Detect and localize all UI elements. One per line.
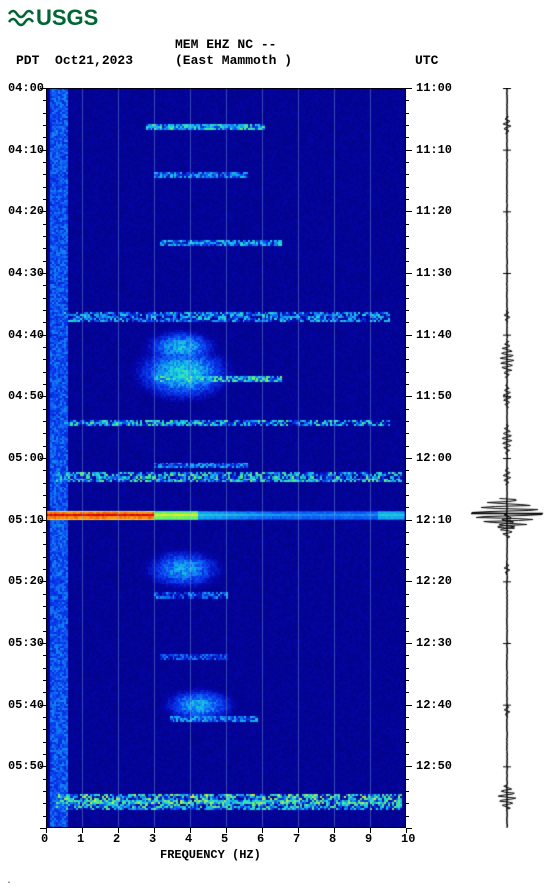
- y-right-tick: 11:00: [416, 81, 452, 95]
- x-tick: 3: [149, 832, 156, 846]
- x-tick: 0: [41, 832, 48, 846]
- y-left-tick: 04:00: [8, 81, 44, 95]
- y-left-tick: 05:30: [8, 636, 44, 650]
- logo-text: USGS: [36, 5, 98, 31]
- y-right-tick: 11:20: [416, 204, 452, 218]
- y-right-tick: 11:30: [416, 266, 452, 280]
- x-tick: 5: [221, 832, 228, 846]
- y-right-tick: 12:40: [416, 698, 452, 712]
- spectrogram-canvas: [46, 88, 406, 828]
- y-right-tick: 11:50: [416, 389, 452, 403]
- y-left-tick: 05:40: [8, 698, 44, 712]
- y-left-tick: 05:20: [8, 574, 44, 588]
- y-left-tick: 05:50: [8, 759, 44, 773]
- footer-mark: ·: [6, 878, 12, 889]
- x-tick: 10: [401, 832, 415, 846]
- station-line2: (East Mammoth ): [175, 53, 292, 68]
- y-right-tick: 12:30: [416, 636, 452, 650]
- header-left: PDT Oct21,2023: [16, 53, 133, 68]
- y-right-tick: 11:10: [416, 143, 452, 157]
- station-line1: MEM EHZ NC --: [175, 37, 276, 52]
- spectrogram-plot: [46, 88, 406, 828]
- y-right-tick: 12:10: [416, 513, 452, 527]
- x-axis-title: FREQUENCY (HZ): [160, 848, 261, 862]
- x-tick: 9: [365, 832, 372, 846]
- y-left-tick: 04:10: [8, 143, 44, 157]
- usgs-logo: USGS: [8, 5, 98, 31]
- y-left-tick: 04:50: [8, 389, 44, 403]
- y-left-tick: 05:10: [8, 513, 44, 527]
- x-tick: 7: [293, 832, 300, 846]
- x-tick: 2: [113, 832, 120, 846]
- y-right-tick: 11:40: [416, 328, 452, 342]
- y-left-tick: 04:20: [8, 204, 44, 218]
- y-left-tick: 04:40: [8, 328, 44, 342]
- y-axis-right: 11:0011:1011:2011:3011:4011:5012:0012:10…: [410, 88, 460, 828]
- x-tick: 8: [329, 832, 336, 846]
- x-tick: 1: [77, 832, 84, 846]
- header-date: Oct21,2023: [55, 53, 133, 68]
- tz-left: PDT: [16, 53, 39, 68]
- x-tick: 6: [257, 832, 264, 846]
- tz-right: UTC: [415, 53, 438, 68]
- y-right-tick: 12:50: [416, 759, 452, 773]
- x-tick: 4: [185, 832, 192, 846]
- seismogram-canvas: [470, 88, 545, 828]
- y-axis-left: 04:0004:1004:2004:3004:4004:5005:0005:10…: [4, 88, 44, 828]
- y-right-tick: 12:20: [416, 574, 452, 588]
- y-left-tick: 05:00: [8, 451, 44, 465]
- y-right-tick: 12:00: [416, 451, 452, 465]
- wave-icon: [8, 8, 34, 28]
- y-left-tick: 04:30: [8, 266, 44, 280]
- seismogram-trace: [470, 88, 545, 828]
